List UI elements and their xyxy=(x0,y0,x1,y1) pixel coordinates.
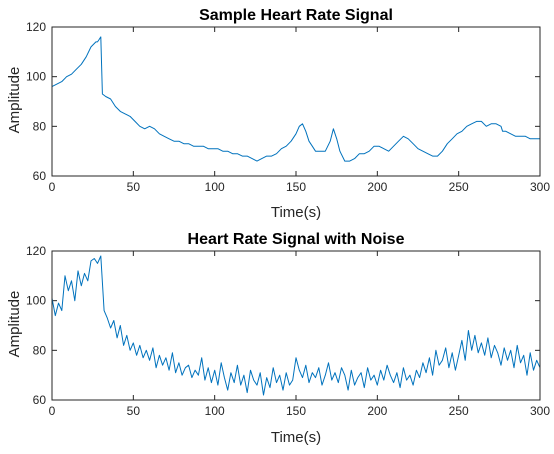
x-tick-label: 150 xyxy=(286,404,306,418)
y-axis-label: Amplitude xyxy=(6,291,23,358)
x-tick-label: 50 xyxy=(127,180,141,194)
x-tick-label: 100 xyxy=(205,180,225,194)
chart-title: Sample Heart Rate Signal xyxy=(199,7,393,24)
y-tick-label: 80 xyxy=(33,119,47,133)
chart-sample-heart-rate: Sample Heart Rate Signal Amplitude Time(… xyxy=(6,7,550,221)
x-tick-label: 200 xyxy=(367,180,387,194)
y-tick-label: 120 xyxy=(26,244,46,258)
y-axis-label: Amplitude xyxy=(6,67,23,134)
y-tick-label: 80 xyxy=(33,343,47,357)
y-tick-label: 120 xyxy=(26,20,46,34)
x-tick-label: 100 xyxy=(205,404,225,418)
chart-title: Heart Rate Signal with Noise xyxy=(188,231,405,248)
y-tick-label: 100 xyxy=(26,294,46,308)
x-tick-label: 250 xyxy=(449,404,469,418)
x-axis-label: Time(s) xyxy=(271,429,321,446)
ticks: 0 50 100 150 200 250 300 60 80 100 120 xyxy=(26,244,550,418)
x-tick-label: 300 xyxy=(530,180,550,194)
y-tick-label: 60 xyxy=(33,169,47,183)
x-tick-label: 250 xyxy=(449,180,469,194)
x-tick-label: 0 xyxy=(49,180,56,194)
series-line xyxy=(51,255,541,396)
x-tick-label: 200 xyxy=(367,404,387,418)
x-tick-label: 150 xyxy=(286,180,306,194)
series-line xyxy=(51,36,540,162)
x-tick-label: 0 xyxy=(49,404,56,418)
chart-heart-rate-with-noise: Heart Rate Signal with Noise Amplitude T… xyxy=(6,231,550,446)
plot-area xyxy=(51,250,541,401)
y-tick-label: 60 xyxy=(33,393,47,407)
y-tick-label: 100 xyxy=(26,70,46,84)
x-tick-label: 50 xyxy=(127,404,141,418)
x-axis-label: Time(s) xyxy=(271,204,321,221)
x-tick-label: 300 xyxy=(530,404,550,418)
plot-area xyxy=(51,26,541,177)
ticks: 0 50 100 150 200 250 300 60 80 100 120 xyxy=(26,20,550,194)
